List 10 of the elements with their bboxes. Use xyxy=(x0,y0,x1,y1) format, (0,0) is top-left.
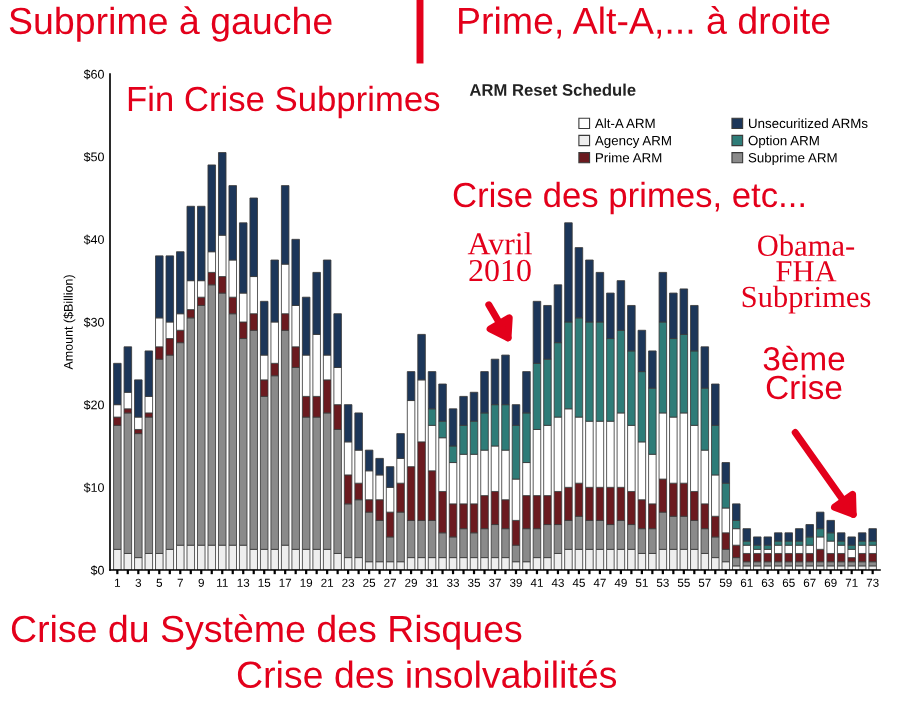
text: Subprime à gauche xyxy=(9,6,332,42)
text: Crise du Système des Risques xyxy=(11,614,522,650)
chart-title: ARM Reset Schedule xyxy=(469,83,636,96)
annotation: Obama- FHA Subprimes xyxy=(742,234,871,314)
annotation: 3ème Crise xyxy=(763,345,845,400)
annotation: Crise des primes, etc... xyxy=(453,181,804,215)
annotation: Fin Crise Subprimes xyxy=(128,85,440,119)
annotation: Avril 2010 xyxy=(467,232,532,282)
text: Crise des insolvabilités xyxy=(237,660,617,689)
text: Prime, Alt-A,... à droite xyxy=(459,6,830,39)
